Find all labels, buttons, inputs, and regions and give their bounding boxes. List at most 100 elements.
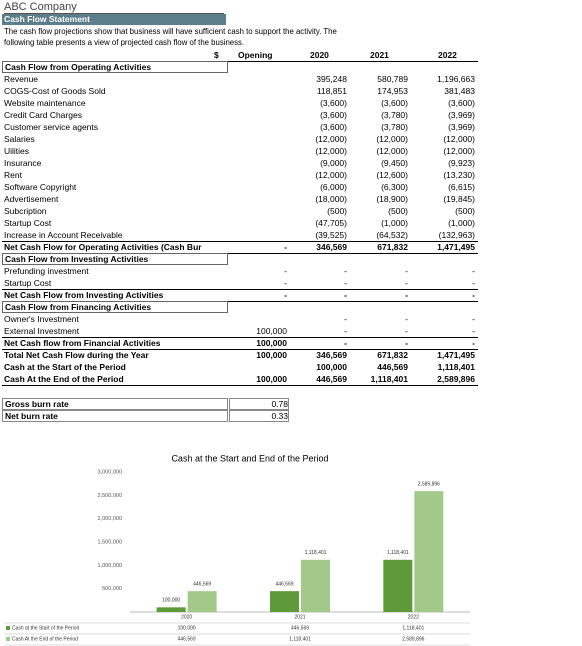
row-label: Startup Cost [4, 218, 52, 228]
row-value: 100,000 [256, 326, 287, 336]
summary-row-value: 446,569 [316, 374, 347, 384]
company: ABC Company [4, 1, 224, 14]
row-label: Startup Cost [4, 278, 52, 288]
row-value: (12,000) [376, 134, 408, 144]
summary-row-value: 100,000 [316, 362, 347, 372]
legend-swatch [6, 637, 10, 641]
bar [156, 607, 186, 612]
table-value: 446,569 [291, 625, 309, 631]
row-value: 1,196,663 [437, 74, 475, 84]
row-value: (9,450) [381, 158, 408, 168]
row-value: - [472, 314, 475, 324]
row-label: Salaries [4, 134, 35, 144]
net-row-label: Net Cash Flow for Operating Activities (… [4, 242, 202, 252]
y-tick-label: 1,000,000 [98, 563, 122, 569]
row-value: (132,963) [438, 230, 475, 240]
net-row-value: - [284, 290, 287, 300]
summary-row-value: 100,000 [256, 374, 287, 384]
row-value: (12,000) [315, 134, 347, 144]
net-row-label: Net Cash Flow from Investing Activities [4, 290, 164, 300]
legend-swatch [6, 626, 10, 630]
table-value: 1,118,401 [289, 636, 311, 642]
row-value: 395,248 [316, 74, 347, 84]
x-tick-label: 2021 [294, 614, 305, 620]
row-value: (12,000) [443, 146, 475, 156]
summary-row-label: Total Net Cash Flow during the Year [4, 350, 149, 360]
row-value: (3,600) [381, 98, 408, 108]
row-value: - [344, 314, 347, 324]
legend-label: Cash At the End of the Period [12, 636, 78, 642]
row-value: 580,789 [377, 74, 408, 84]
value-label: 446,569 [193, 581, 211, 587]
summary-row-value: 446,569 [377, 362, 408, 372]
table-value: 1,118,401 [402, 625, 424, 631]
row-label: Increase in Account Receivable [4, 230, 123, 240]
row-label: COGS-Cost of Goods Sold [4, 86, 106, 96]
bar [383, 559, 413, 612]
row-value: - [405, 278, 408, 288]
row-label: Revenue [4, 74, 39, 84]
row-label: Website maintenance [4, 98, 86, 108]
row-label: Insurance [4, 158, 42, 168]
chart-title: Cash at the Start and End of the Period [171, 453, 328, 463]
row-label: Credit Card Charges [4, 110, 82, 120]
net-row-value: - [405, 290, 408, 300]
row-value: - [344, 266, 347, 276]
row-value: (500) [388, 206, 408, 216]
summary-row-value: 346,569 [316, 350, 347, 360]
row-value: (64,532) [376, 230, 408, 240]
row-label: Uilities [4, 146, 30, 156]
summary-row-value: 671,832 [377, 350, 408, 360]
chart: Cash at the Start and End of the Period 5… [4, 453, 470, 646]
row-label: Subcription [4, 206, 47, 216]
row-value: - [284, 278, 287, 288]
y-tick-label: 3,000,000 [98, 469, 122, 475]
row-label: Prefunding investment [4, 266, 89, 276]
value-label: 1,118,401 [387, 550, 409, 556]
row-value: - [344, 278, 347, 288]
row-value: - [472, 326, 475, 336]
row-value: (3,600) [448, 98, 475, 108]
net-row-value: - [284, 242, 287, 252]
y-tick-label: 2,500,000 [98, 493, 122, 499]
summary-row-value: 100,000 [256, 350, 287, 360]
row-value: (6,300) [381, 182, 408, 192]
bar [187, 591, 217, 612]
sheet-title: Cash Flow Statement [2, 14, 226, 25]
summary-row-value: 2,589,896 [437, 374, 475, 384]
y-tick-label: 500,000 [102, 586, 122, 592]
net-rule [2, 301, 478, 302]
row-value: (9,923) [448, 158, 475, 168]
row-value: (3,600) [320, 122, 347, 132]
section-title: Cash Flow from Operating Activities [2, 61, 228, 73]
value-label: 1,118,401 [305, 550, 327, 556]
section-title: Cash Flow from Financing Activities [2, 301, 228, 313]
row-value: (500) [327, 206, 347, 216]
row-value: (9,000) [320, 158, 347, 168]
row-value: 174,953 [377, 86, 408, 96]
row-value: - [472, 266, 475, 276]
row-value: (3,969) [448, 110, 475, 120]
y-tick-label: 1,500,000 [98, 539, 122, 545]
row-label: Customer service agents [4, 122, 99, 132]
x-tick-label: 2020 [181, 614, 192, 620]
row-value: (3,600) [320, 98, 347, 108]
row-value: (12,000) [315, 146, 347, 156]
net-row-value: - [405, 338, 408, 348]
net-row-value: 671,832 [377, 242, 408, 252]
row-label: External Investment [4, 326, 80, 336]
net-row-value: - [344, 338, 347, 348]
column-header: 2022 [438, 50, 457, 60]
row-value: (19,845) [443, 194, 475, 204]
row-value: - [405, 326, 408, 336]
table-value: 446,569 [178, 636, 196, 642]
column-header: Opening [238, 50, 273, 60]
net-rule [2, 253, 478, 254]
row-label: Software Copyright [4, 182, 77, 192]
row-value: (3,780) [381, 122, 408, 132]
row-value: (3,969) [448, 122, 475, 132]
row-value: (18,900) [376, 194, 408, 204]
row-value: - [472, 278, 475, 288]
row-value: - [405, 314, 408, 324]
row-label: Advertisement [4, 194, 59, 204]
